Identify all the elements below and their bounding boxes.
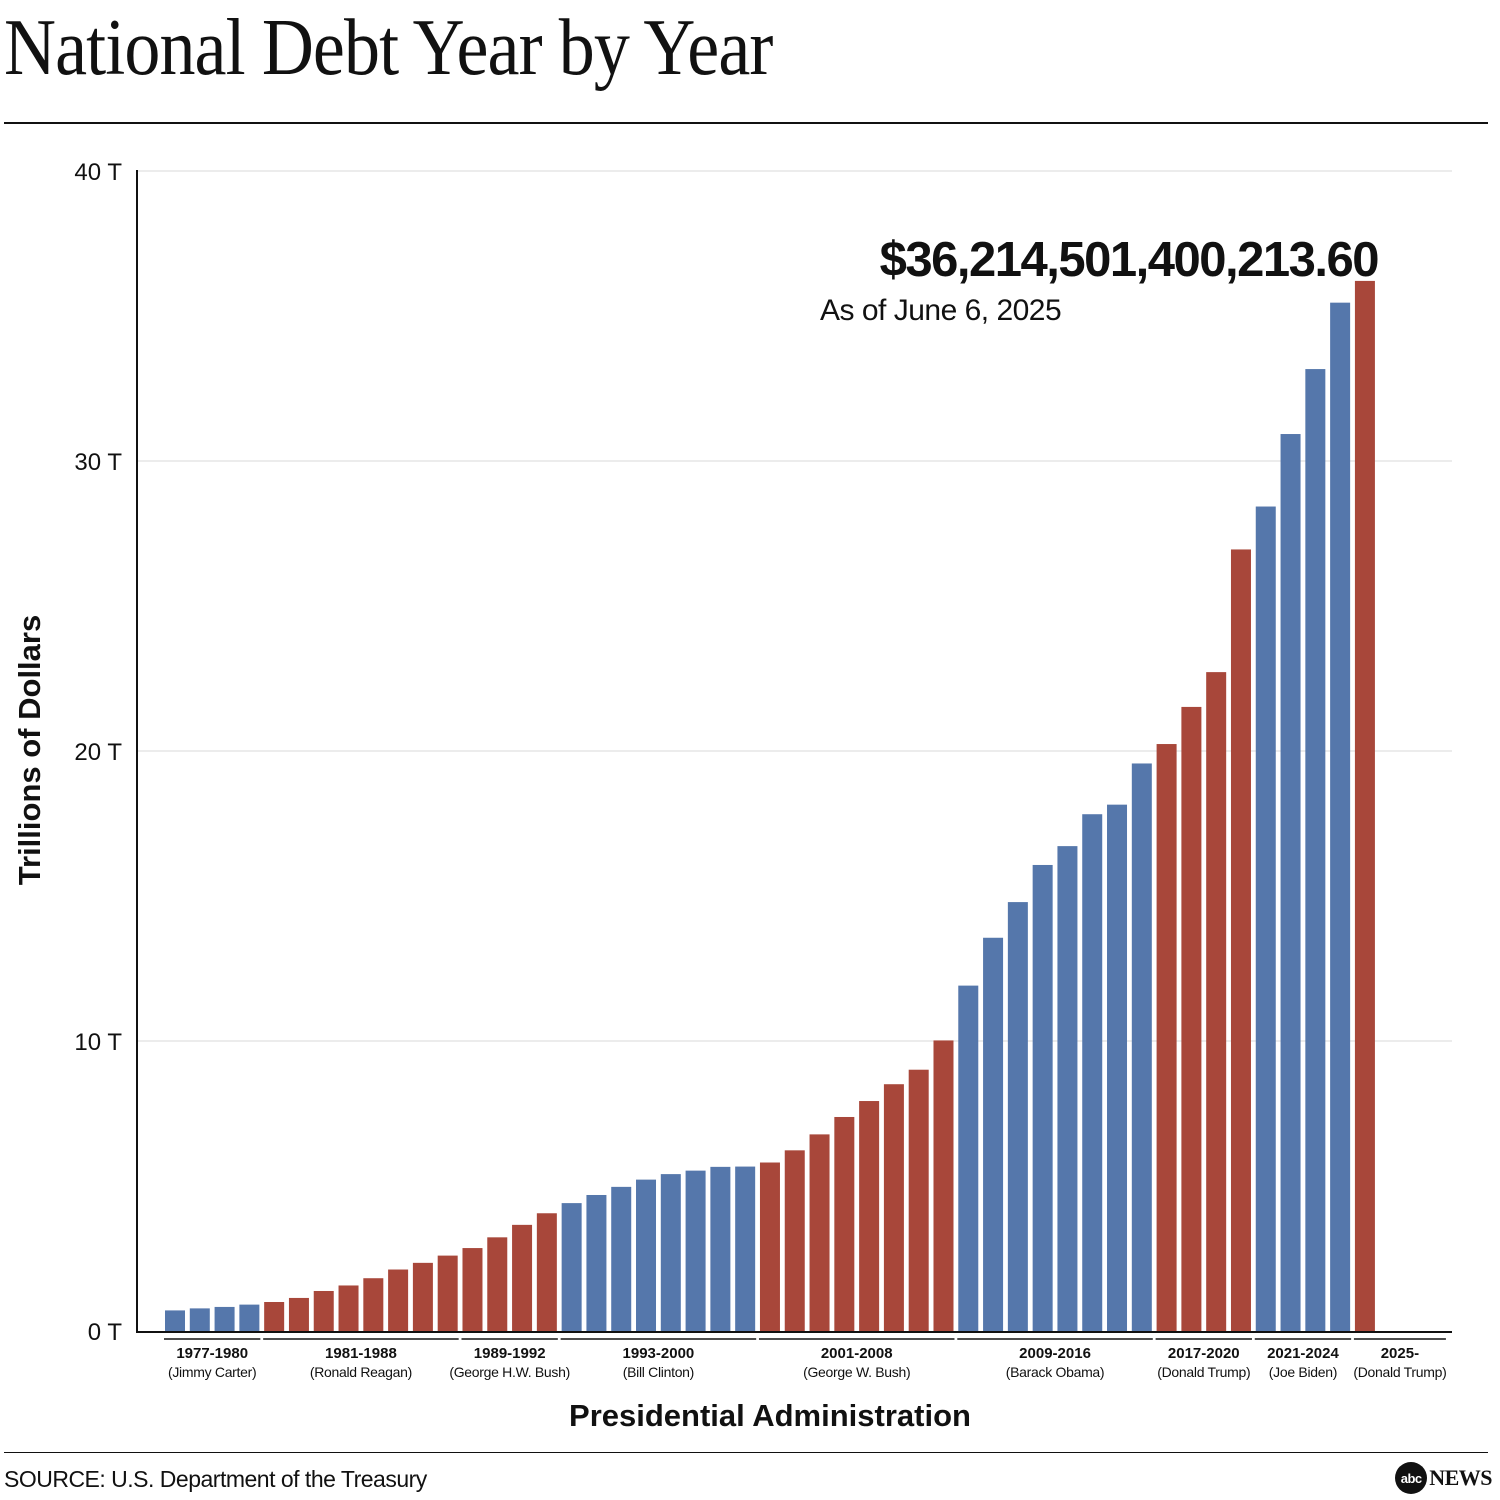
bar bbox=[561, 1203, 582, 1332]
bars bbox=[165, 280, 1375, 1332]
bar bbox=[239, 1304, 260, 1332]
bar bbox=[636, 1179, 657, 1332]
source-note: SOURCE: U.S. Department of the Treasury bbox=[4, 1466, 427, 1492]
bar bbox=[908, 1069, 929, 1332]
administration-years: 2025- bbox=[1381, 1345, 1419, 1362]
y-tick-label: 20 T bbox=[74, 739, 122, 766]
bar bbox=[710, 1166, 731, 1332]
administration-president: (Donald Trump) bbox=[1353, 1364, 1446, 1380]
bar bbox=[1206, 672, 1227, 1332]
bar bbox=[660, 1174, 681, 1332]
bar bbox=[1330, 302, 1351, 1332]
bar bbox=[189, 1308, 210, 1332]
bar bbox=[462, 1248, 483, 1332]
bar bbox=[759, 1162, 780, 1332]
bar bbox=[437, 1255, 458, 1332]
bar bbox=[338, 1285, 359, 1332]
bar bbox=[512, 1224, 533, 1332]
bar bbox=[1181, 706, 1202, 1332]
y-tick-label: 40 T bbox=[74, 159, 122, 186]
bar bbox=[1082, 814, 1103, 1332]
gridlines bbox=[137, 170, 1452, 1042]
bar bbox=[1057, 846, 1078, 1332]
title-divider bbox=[4, 122, 1488, 124]
y-tick-labels: 0 T 10 T 20 T 30 T 40 T bbox=[74, 159, 122, 1346]
bar bbox=[388, 1269, 409, 1332]
bar bbox=[214, 1306, 235, 1332]
bar bbox=[834, 1116, 855, 1332]
bar bbox=[412, 1262, 433, 1332]
administration-president: (Barack Obama) bbox=[1006, 1364, 1105, 1380]
bar bbox=[313, 1290, 334, 1332]
administration-years: 2009-2016 bbox=[1019, 1345, 1091, 1362]
bar bbox=[165, 1310, 185, 1332]
administration-years: 1989-1992 bbox=[474, 1345, 546, 1362]
administration-president: (Ronald Reagan) bbox=[310, 1364, 412, 1380]
bar bbox=[933, 1040, 954, 1332]
bar bbox=[735, 1166, 756, 1332]
bar bbox=[883, 1084, 904, 1332]
administration-years: 2017-2020 bbox=[1168, 1345, 1240, 1362]
bar bbox=[685, 1170, 706, 1332]
bar bbox=[1032, 864, 1053, 1332]
bar bbox=[536, 1213, 557, 1332]
y-axis-label: Trillions of Dollars bbox=[12, 615, 47, 885]
bar bbox=[1156, 744, 1177, 1332]
bar bbox=[487, 1237, 508, 1332]
total-debt-annotation: $36,214,501,400,213.60 bbox=[880, 233, 1379, 287]
bar bbox=[983, 937, 1004, 1332]
footer-divider bbox=[4, 1452, 1488, 1453]
bar bbox=[784, 1150, 805, 1332]
as-of-date-annotation: As of June 6, 2025 bbox=[820, 294, 1061, 327]
news-logo-text: NEWS bbox=[1429, 1465, 1492, 1490]
bar bbox=[1007, 902, 1028, 1332]
bar bbox=[809, 1134, 830, 1332]
bar bbox=[288, 1297, 309, 1332]
bar bbox=[363, 1278, 384, 1332]
administration-president: (Bill Clinton) bbox=[623, 1364, 694, 1380]
bar bbox=[1230, 549, 1251, 1332]
chart-title: National Debt Year by Year bbox=[4, 4, 773, 92]
bar bbox=[1107, 804, 1128, 1332]
administration-groups: 1977-1980 (Jimmy Carter) 1981-1988 (Ronald … bbox=[164, 1338, 1447, 1380]
administration-years: 1981-1988 bbox=[325, 1345, 397, 1362]
administration-president: (Jimmy Carter) bbox=[168, 1364, 256, 1380]
bar bbox=[1354, 280, 1375, 1332]
bar bbox=[1255, 506, 1276, 1332]
administration-president: (Joe Biden) bbox=[1269, 1364, 1337, 1380]
administration-years: 1993-2000 bbox=[623, 1345, 695, 1362]
bar bbox=[859, 1101, 880, 1332]
bar bbox=[1131, 763, 1152, 1332]
administration-years: 2021-2024 bbox=[1267, 1345, 1339, 1362]
bar bbox=[611, 1186, 632, 1332]
y-tick-label: 0 T bbox=[88, 1319, 123, 1346]
bar bbox=[1280, 434, 1301, 1332]
y-tick-label: 30 T bbox=[74, 449, 122, 476]
bar bbox=[1305, 369, 1326, 1332]
administration-president: (George H.W. Bush) bbox=[449, 1364, 570, 1380]
y-tick-label: 10 T bbox=[74, 1029, 122, 1056]
administration-president: (Donald Trump) bbox=[1157, 1364, 1250, 1380]
abc-logo-circle: abc bbox=[1395, 1462, 1428, 1494]
bar bbox=[264, 1302, 285, 1332]
administration-president: (George W. Bush) bbox=[803, 1364, 910, 1380]
bar bbox=[958, 985, 979, 1332]
administration-years: 1977-1980 bbox=[176, 1345, 248, 1362]
abc-news-logo: abc NEWS bbox=[1395, 1462, 1492, 1494]
bar bbox=[586, 1194, 607, 1332]
x-axis-label: Presidential Administration bbox=[569, 1398, 971, 1433]
administration-years: 2001-2008 bbox=[821, 1345, 893, 1362]
